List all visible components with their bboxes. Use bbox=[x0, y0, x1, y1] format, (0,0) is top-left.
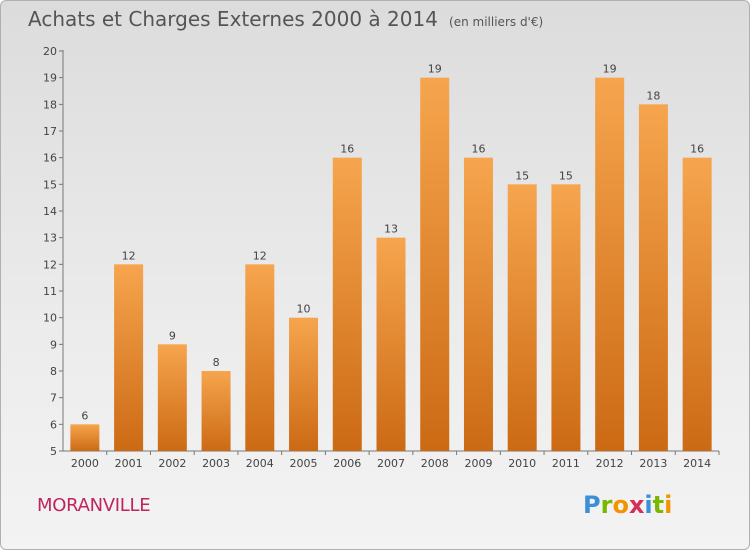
x-tick-label: 2013 bbox=[639, 457, 667, 470]
x-tick-label: 2002 bbox=[158, 457, 186, 470]
chart-title: Achats et Charges Externes 2000 à 2014 bbox=[28, 7, 438, 31]
value-labels: 6 12 9 8 12 10 16 13 19 16 15 15 19 18 16 bbox=[81, 63, 704, 423]
y-tick-label: 7 bbox=[50, 392, 57, 405]
y-tick-label: 12 bbox=[43, 258, 57, 271]
y-tick-label: 20 bbox=[43, 45, 57, 58]
bar bbox=[201, 371, 231, 451]
commune-name: MORANVILLE bbox=[37, 495, 151, 516]
chart-unit: (en milliers d'€) bbox=[449, 15, 544, 29]
y-tick-label: 18 bbox=[43, 98, 57, 111]
x-tick-label: 2014 bbox=[683, 457, 711, 470]
data-label: 16 bbox=[690, 143, 704, 156]
data-label: 15 bbox=[515, 169, 529, 182]
x-tick-label: 2001 bbox=[115, 457, 143, 470]
data-label: 15 bbox=[559, 169, 573, 182]
bar bbox=[420, 77, 450, 452]
data-label: 12 bbox=[122, 249, 136, 262]
bar bbox=[507, 184, 537, 452]
y-tick-label: 17 bbox=[43, 125, 57, 138]
chart-title-block: Achats et Charges Externes 2000 à 2014 (… bbox=[28, 7, 543, 31]
data-label: 6 bbox=[81, 409, 88, 422]
bar bbox=[638, 104, 668, 451]
x-tick-label: 2006 bbox=[333, 457, 361, 470]
logo-letter: o bbox=[612, 491, 629, 519]
y-tick-label: 16 bbox=[43, 152, 57, 165]
proxiti-logo: Proxiti bbox=[583, 491, 672, 519]
data-label: 13 bbox=[384, 223, 398, 236]
x-tick-label: 2007 bbox=[377, 457, 405, 470]
bar bbox=[114, 264, 144, 451]
x-tick-label: 2011 bbox=[552, 457, 580, 470]
bar bbox=[332, 157, 362, 451]
logo-letter: x bbox=[628, 491, 645, 519]
y-tick-label: 15 bbox=[43, 178, 57, 191]
data-label: 19 bbox=[603, 63, 617, 76]
bar bbox=[463, 157, 493, 451]
logo-letter: t bbox=[652, 491, 665, 519]
bar bbox=[551, 184, 581, 452]
bar bbox=[682, 157, 712, 451]
x-tick-label: 2000 bbox=[71, 457, 99, 470]
logo-letter: r bbox=[600, 491, 613, 519]
data-label: 12 bbox=[253, 249, 267, 262]
y-tick-label: 11 bbox=[43, 285, 57, 298]
axes: 5 6 7 8 9 10 11 12 13 14 15 16 17 18 19 20 2000 2001 2002 2… bbox=[43, 45, 720, 470]
x-tick-label: 2009 bbox=[464, 457, 492, 470]
y-tick-label: 6 bbox=[50, 418, 57, 431]
x-tick-label: 2003 bbox=[202, 457, 230, 470]
data-label: 8 bbox=[213, 356, 220, 369]
y-tick-label: 13 bbox=[43, 232, 57, 245]
data-label: 19 bbox=[428, 63, 442, 76]
bar bbox=[157, 344, 187, 451]
bar bbox=[70, 424, 100, 451]
bar bbox=[595, 77, 625, 452]
bar bbox=[245, 264, 275, 451]
logo-letter: i bbox=[664, 491, 673, 519]
logo-letter: i bbox=[644, 491, 653, 519]
y-tick-label: 19 bbox=[43, 72, 57, 85]
x-tick-label: 2008 bbox=[421, 457, 449, 470]
y-tick-label: 10 bbox=[43, 312, 57, 325]
data-label: 16 bbox=[340, 143, 354, 156]
x-tick-label: 2005 bbox=[290, 457, 318, 470]
x-tick-label: 2004 bbox=[246, 457, 274, 470]
x-tick-label: 2010 bbox=[508, 457, 536, 470]
data-label: 16 bbox=[471, 143, 485, 156]
y-tick-label: 14 bbox=[43, 205, 57, 218]
bars bbox=[70, 77, 712, 452]
data-label: 9 bbox=[169, 329, 176, 342]
y-tick-label: 5 bbox=[50, 445, 57, 458]
data-label: 10 bbox=[297, 303, 311, 316]
x-tick-label: 2012 bbox=[596, 457, 624, 470]
data-label: 18 bbox=[646, 89, 660, 102]
bar bbox=[289, 317, 319, 451]
y-tick-label: 9 bbox=[50, 338, 57, 351]
bar bbox=[376, 237, 406, 451]
logo-letter: P bbox=[583, 491, 601, 519]
y-tick-label: 8 bbox=[50, 365, 57, 378]
